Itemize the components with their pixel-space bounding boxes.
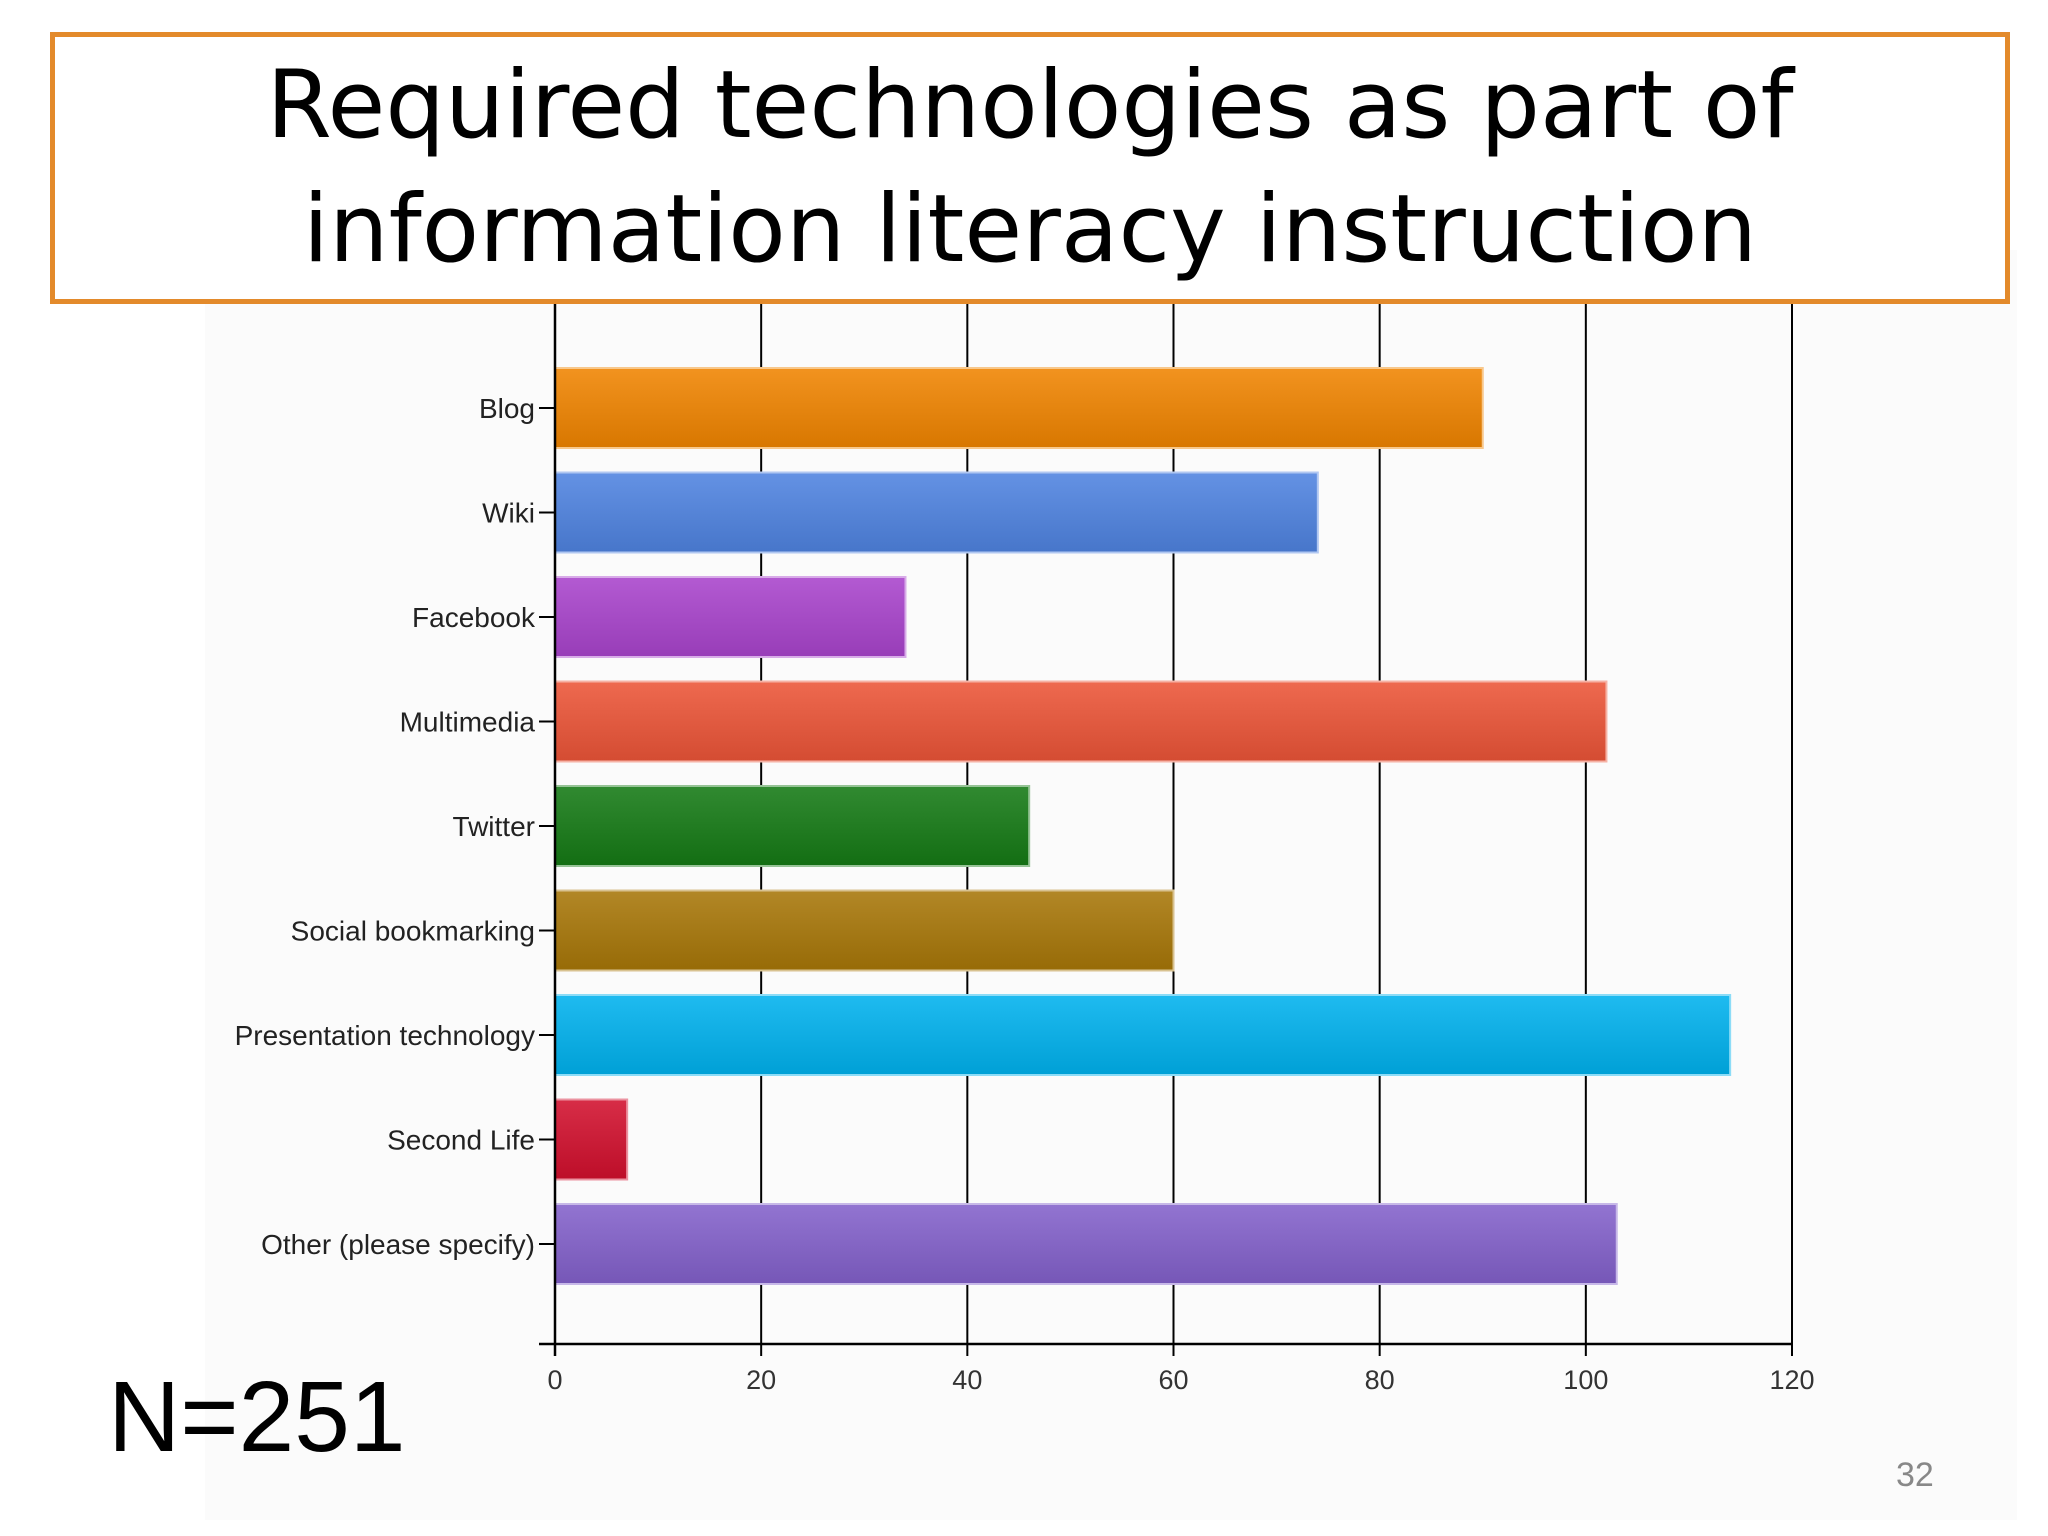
bar-second-life	[554, 1098, 629, 1181]
x-tick-label: 60	[1158, 1365, 1188, 1395]
bar-chart: Blog Wiki Facebook Multimedia Twitter Social …	[235, 250, 1815, 1395]
x-tick-label: 120	[1769, 1365, 1814, 1395]
bar-other-please-specify	[554, 1203, 1618, 1285]
bar-twitter	[554, 785, 1031, 867]
sample-size-label: N=251	[108, 1361, 406, 1473]
page-number: 32	[1896, 1456, 1934, 1494]
x-tick-label: 0	[547, 1365, 562, 1395]
x-tick-label: 80	[1365, 1365, 1395, 1395]
x-tick-label: 20	[746, 1365, 776, 1395]
bars	[554, 367, 1732, 1285]
chart-area: Blog Wiki Facebook Multimedia Twitter Social …	[205, 250, 2017, 1520]
axes	[539, 250, 1792, 1356]
tick-labels: 0 20 40 60 80 100 120	[547, 1365, 1814, 1395]
slide-title: Required technologies as part of informa…	[266, 51, 1794, 284]
category-label: Presentation technology	[235, 1020, 535, 1051]
category-label: Second Life	[387, 1125, 535, 1156]
category-label: Multimedia	[400, 707, 536, 738]
bar-presentation-technology	[554, 994, 1732, 1076]
bar-multimedia	[554, 680, 1608, 763]
category-label: Blog	[479, 393, 535, 424]
title-box: Required technologies as part of informa…	[50, 32, 2010, 304]
bar-wiki	[554, 471, 1319, 554]
bar-facebook	[554, 576, 907, 658]
x-tick-label: 40	[952, 1365, 982, 1395]
category-label: Twitter	[453, 811, 535, 842]
category-label: Social bookmarking	[291, 916, 535, 947]
x-tick-label: 100	[1563, 1365, 1608, 1395]
bar-blog	[554, 367, 1484, 449]
bar-social-bookmarking	[554, 889, 1175, 972]
category-label: Other (please specify)	[261, 1229, 535, 1260]
category-labels: Blog Wiki Facebook Multimedia Twitter Social …	[235, 393, 536, 1260]
category-label: Wiki	[482, 498, 535, 529]
category-label: Facebook	[412, 602, 536, 633]
